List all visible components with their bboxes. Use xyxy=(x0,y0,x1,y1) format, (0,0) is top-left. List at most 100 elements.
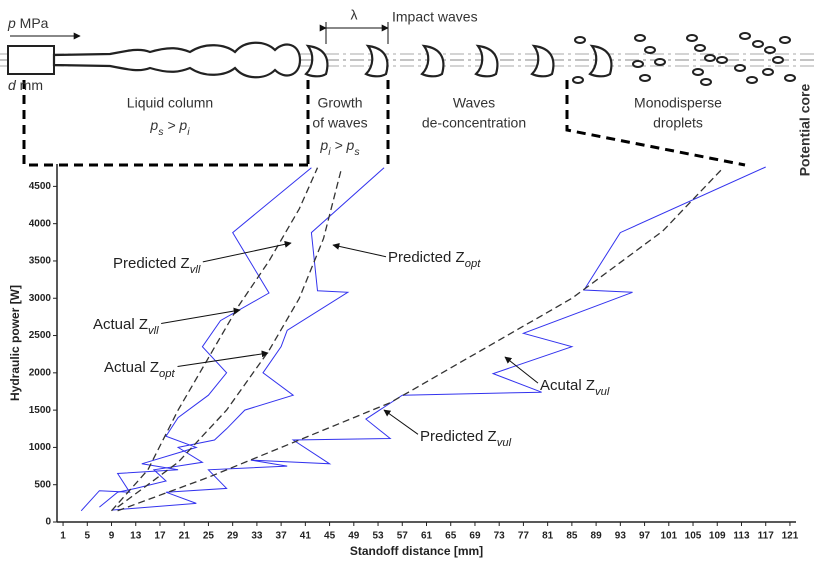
series-subscript: opt xyxy=(465,258,482,270)
liquid-column xyxy=(52,41,302,79)
y-tick-label: 3500 xyxy=(29,256,52,267)
x-tick-label: 5 xyxy=(85,531,91,542)
symbol: p xyxy=(7,15,16,31)
x-tick-label: 65 xyxy=(445,531,457,542)
series-name: Predicted Z xyxy=(113,255,190,272)
y-tick-label: 0 xyxy=(45,517,51,528)
x-tick-label: 41 xyxy=(300,531,312,542)
y-tick-label: 1000 xyxy=(29,442,52,453)
label-arrow xyxy=(202,240,292,263)
x-tick-label: 1 xyxy=(60,531,66,542)
condition-sub: i xyxy=(328,146,331,158)
x-tick-label: 121 xyxy=(782,531,799,542)
y-tick-label: 3000 xyxy=(29,293,52,304)
series-subscript: opt xyxy=(159,368,176,380)
condition-text: p xyxy=(319,137,328,153)
condition-text: > p xyxy=(331,137,355,153)
series-label: Predicted Zvul xyxy=(420,428,512,449)
series-name: Actual Z xyxy=(104,359,159,376)
x-tick-label: 9 xyxy=(109,531,115,542)
x-tick-label: 61 xyxy=(421,531,433,542)
x-tick-label: 77 xyxy=(518,531,530,542)
wavelength-symbol: λ xyxy=(351,7,358,23)
x-tick-label: 21 xyxy=(179,531,191,542)
y-tick-label: 500 xyxy=(34,479,51,490)
series-subscript: vll xyxy=(190,264,201,276)
series-subscript: vul xyxy=(497,437,512,449)
x-tick-label: 17 xyxy=(154,531,166,542)
zone-label: Growth xyxy=(317,95,362,111)
x-tick-label: 69 xyxy=(469,531,481,542)
x-tick-label: 13 xyxy=(130,531,142,542)
jet-diagram xyxy=(0,22,814,167)
label-arrow xyxy=(177,350,269,367)
x-tick-label: 37 xyxy=(276,531,288,542)
series-line xyxy=(117,167,724,512)
y-tick-label: 4000 xyxy=(29,218,52,229)
unit: MPa xyxy=(16,15,49,31)
x-tick-label: 85 xyxy=(566,531,578,542)
wave-growth xyxy=(304,44,613,78)
zone-condition: ps > pi xyxy=(149,117,190,138)
label-arrow xyxy=(332,242,387,258)
y-tick-label: 2500 xyxy=(29,330,52,341)
series-label: Predicted Zvll xyxy=(113,255,201,276)
x-tick-label: 105 xyxy=(685,531,702,542)
zone-label: Waves xyxy=(453,95,495,111)
y-tick-label: 1500 xyxy=(29,405,52,416)
series-name: Actual Z xyxy=(93,316,148,333)
x-tick-label: 101 xyxy=(660,531,677,542)
x-tick-label: 117 xyxy=(758,531,775,542)
x-tick-label: 53 xyxy=(372,531,384,542)
series-subscript: vll xyxy=(148,325,159,337)
condition-sub: s xyxy=(158,126,164,138)
x-tick-label: 25 xyxy=(203,531,215,542)
series-name: Acutal Z xyxy=(540,377,595,394)
zone-label: Liquid column xyxy=(127,95,213,111)
series-label: Acutal Zvul xyxy=(540,377,610,398)
potential-core: Potential core xyxy=(797,84,813,177)
unit: mm xyxy=(16,77,43,93)
y-tick-label: 2000 xyxy=(29,367,52,378)
condition-sub: s xyxy=(354,146,360,158)
label-arrow xyxy=(161,307,241,324)
x-tick-label: 49 xyxy=(348,531,360,542)
y-tick-label: 4500 xyxy=(29,181,52,192)
series-line xyxy=(80,167,312,512)
symbol: d xyxy=(8,77,17,93)
zone-boundaries xyxy=(22,80,746,167)
y-axis-title: Hydraulic power [W] xyxy=(8,285,22,401)
zone-condition: pi > ps xyxy=(319,137,360,158)
zone-label: de-concentration xyxy=(422,115,526,131)
condition-text: p xyxy=(149,117,158,133)
x-axis-title: Standoff distance [mm] xyxy=(350,544,483,558)
condition-sub: i xyxy=(187,126,190,138)
series-label: Actual Zvll xyxy=(93,316,159,337)
series-label: Predicted Zopt xyxy=(388,249,481,270)
series-name: Predicted Z xyxy=(420,428,497,445)
series-line xyxy=(111,166,766,511)
x-tick-label: 109 xyxy=(709,531,726,542)
series-line xyxy=(117,167,343,508)
series-label: Actual Zopt xyxy=(104,359,176,380)
zone-label: droplets xyxy=(653,115,703,131)
impact-waves: Impact waves xyxy=(392,9,478,25)
condition-text: > p xyxy=(163,117,187,133)
x-tick-label: 81 xyxy=(542,531,554,542)
x-tick-label: 97 xyxy=(639,531,651,542)
nozzle xyxy=(7,45,55,75)
droplets xyxy=(572,32,796,86)
series-subscript: vul xyxy=(595,386,610,398)
series-line xyxy=(111,167,319,512)
x-tick-label: 29 xyxy=(227,531,239,542)
x-tick-label: 45 xyxy=(324,531,336,542)
series-line xyxy=(99,167,385,508)
zone-label: of waves xyxy=(312,115,367,131)
label-arrow xyxy=(383,409,419,435)
diameter-label: d mm xyxy=(8,77,43,93)
zone-label: Monodisperse xyxy=(634,95,722,111)
label-arrow xyxy=(504,356,539,384)
x-tick-label: 57 xyxy=(397,531,409,542)
x-tick-label: 93 xyxy=(615,531,627,542)
